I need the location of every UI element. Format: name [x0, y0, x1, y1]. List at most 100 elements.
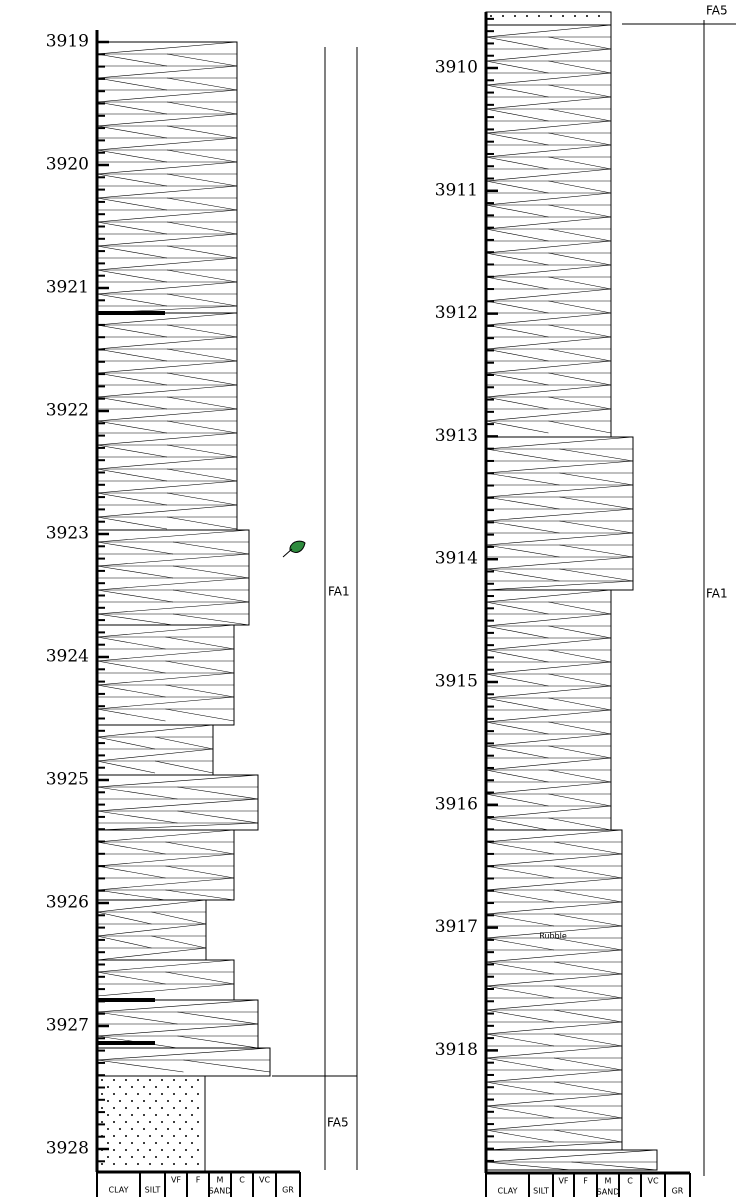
cross-bed — [553, 913, 623, 927]
cross-bed — [96, 269, 168, 283]
depth-label: 3923 — [46, 524, 89, 544]
sand-dot — [119, 1100, 121, 1102]
sand-dot — [101, 1121, 103, 1123]
sand-dot — [149, 1135, 151, 1137]
cross-bed — [96, 1011, 178, 1025]
cross-bed — [96, 999, 259, 1013]
cross-bed — [485, 589, 612, 603]
cross-bed — [553, 841, 623, 855]
depth-label: 3925 — [46, 770, 89, 790]
cross-bed — [485, 532, 634, 546]
cross-bed — [96, 348, 168, 362]
sand-dot — [197, 1121, 199, 1123]
cross-bed — [485, 144, 612, 158]
cross-bed — [96, 396, 168, 410]
cross-bed — [96, 1047, 271, 1061]
sand-dot — [119, 1156, 121, 1158]
sand-dot — [125, 1107, 127, 1109]
bed — [96, 724, 214, 776]
sand-dot — [155, 1114, 157, 1116]
cross-bed — [96, 53, 168, 67]
cross-bed — [96, 748, 214, 762]
cross-bed — [485, 520, 560, 534]
cross-bed — [96, 947, 207, 961]
cross-bed — [548, 60, 612, 74]
sand-dot — [107, 1128, 109, 1130]
sand-dot — [107, 1100, 109, 1102]
cross-bed — [485, 601, 549, 615]
sand-dot — [179, 1100, 181, 1102]
cross-bed — [166, 173, 238, 187]
sand-dot — [137, 1093, 139, 1095]
sand-dot — [107, 1086, 109, 1088]
sand-dot — [137, 1135, 139, 1137]
cross-bed — [151, 935, 207, 949]
sand-dot — [155, 1086, 157, 1088]
facies-label: FA1 — [328, 585, 350, 599]
sand-bed — [96, 1075, 206, 1173]
cross-bed — [177, 786, 259, 800]
cross-bed — [485, 336, 612, 350]
sand-dot — [167, 1086, 169, 1088]
sand-dot — [514, 15, 516, 17]
sand-dot — [143, 1114, 145, 1116]
cross-bed — [96, 324, 168, 338]
cross-bed — [553, 1057, 623, 1071]
cross-bed — [485, 961, 555, 975]
cross-bed — [166, 492, 238, 506]
cross-bed — [559, 472, 634, 486]
cross-bed — [548, 180, 612, 194]
cross-bed — [96, 624, 235, 638]
cross-bed — [548, 697, 612, 711]
cross-bed — [485, 1117, 623, 1131]
sand-dot — [161, 1135, 163, 1137]
sand-dot — [155, 1128, 157, 1130]
sand-dot — [113, 1107, 115, 1109]
cross-bed — [485, 769, 549, 783]
cross-bed — [485, 396, 549, 410]
sand-dot — [538, 15, 540, 17]
sand-dot — [197, 1079, 199, 1081]
sand-dot — [161, 1107, 163, 1109]
cross-bed — [96, 41, 238, 55]
cross-bed — [96, 736, 156, 750]
cross-bed — [165, 684, 235, 698]
cross-bed — [166, 420, 238, 434]
cross-bed — [96, 1059, 184, 1073]
cross-bed — [548, 324, 612, 338]
cross-bed — [485, 120, 612, 134]
cross-bed — [485, 192, 612, 206]
cross-bed — [96, 696, 235, 710]
cross-bed — [485, 408, 612, 422]
cross-bed — [485, 937, 555, 951]
cross-bed — [183, 1059, 271, 1073]
sand-dot — [125, 1163, 127, 1165]
cross-bed — [485, 985, 555, 999]
sand-dot — [125, 1079, 127, 1081]
cross-bed — [96, 589, 174, 603]
cross-bed — [485, 216, 612, 230]
cross-bed — [485, 48, 612, 62]
cross-bed — [485, 973, 623, 987]
cross-bed — [485, 300, 549, 314]
sand-dot — [119, 1142, 121, 1144]
bed — [96, 774, 259, 831]
cross-bed — [166, 516, 238, 530]
sand-dot — [586, 15, 588, 17]
cross-bed — [96, 822, 259, 831]
cross-bed — [553, 937, 623, 951]
cross-bed — [485, 72, 612, 86]
cross-bed — [96, 185, 238, 199]
cross-bed — [96, 786, 178, 800]
cross-bed — [485, 24, 612, 38]
cross-bed — [96, 708, 166, 722]
bed — [96, 312, 238, 531]
sand-dot — [131, 1086, 133, 1088]
sand-dot — [173, 1163, 175, 1165]
cross-bed — [485, 252, 549, 266]
facies-lines — [272, 20, 736, 1176]
sand-dot — [107, 1142, 109, 1144]
cross-bed — [96, 149, 168, 163]
cross-bed — [96, 672, 235, 686]
